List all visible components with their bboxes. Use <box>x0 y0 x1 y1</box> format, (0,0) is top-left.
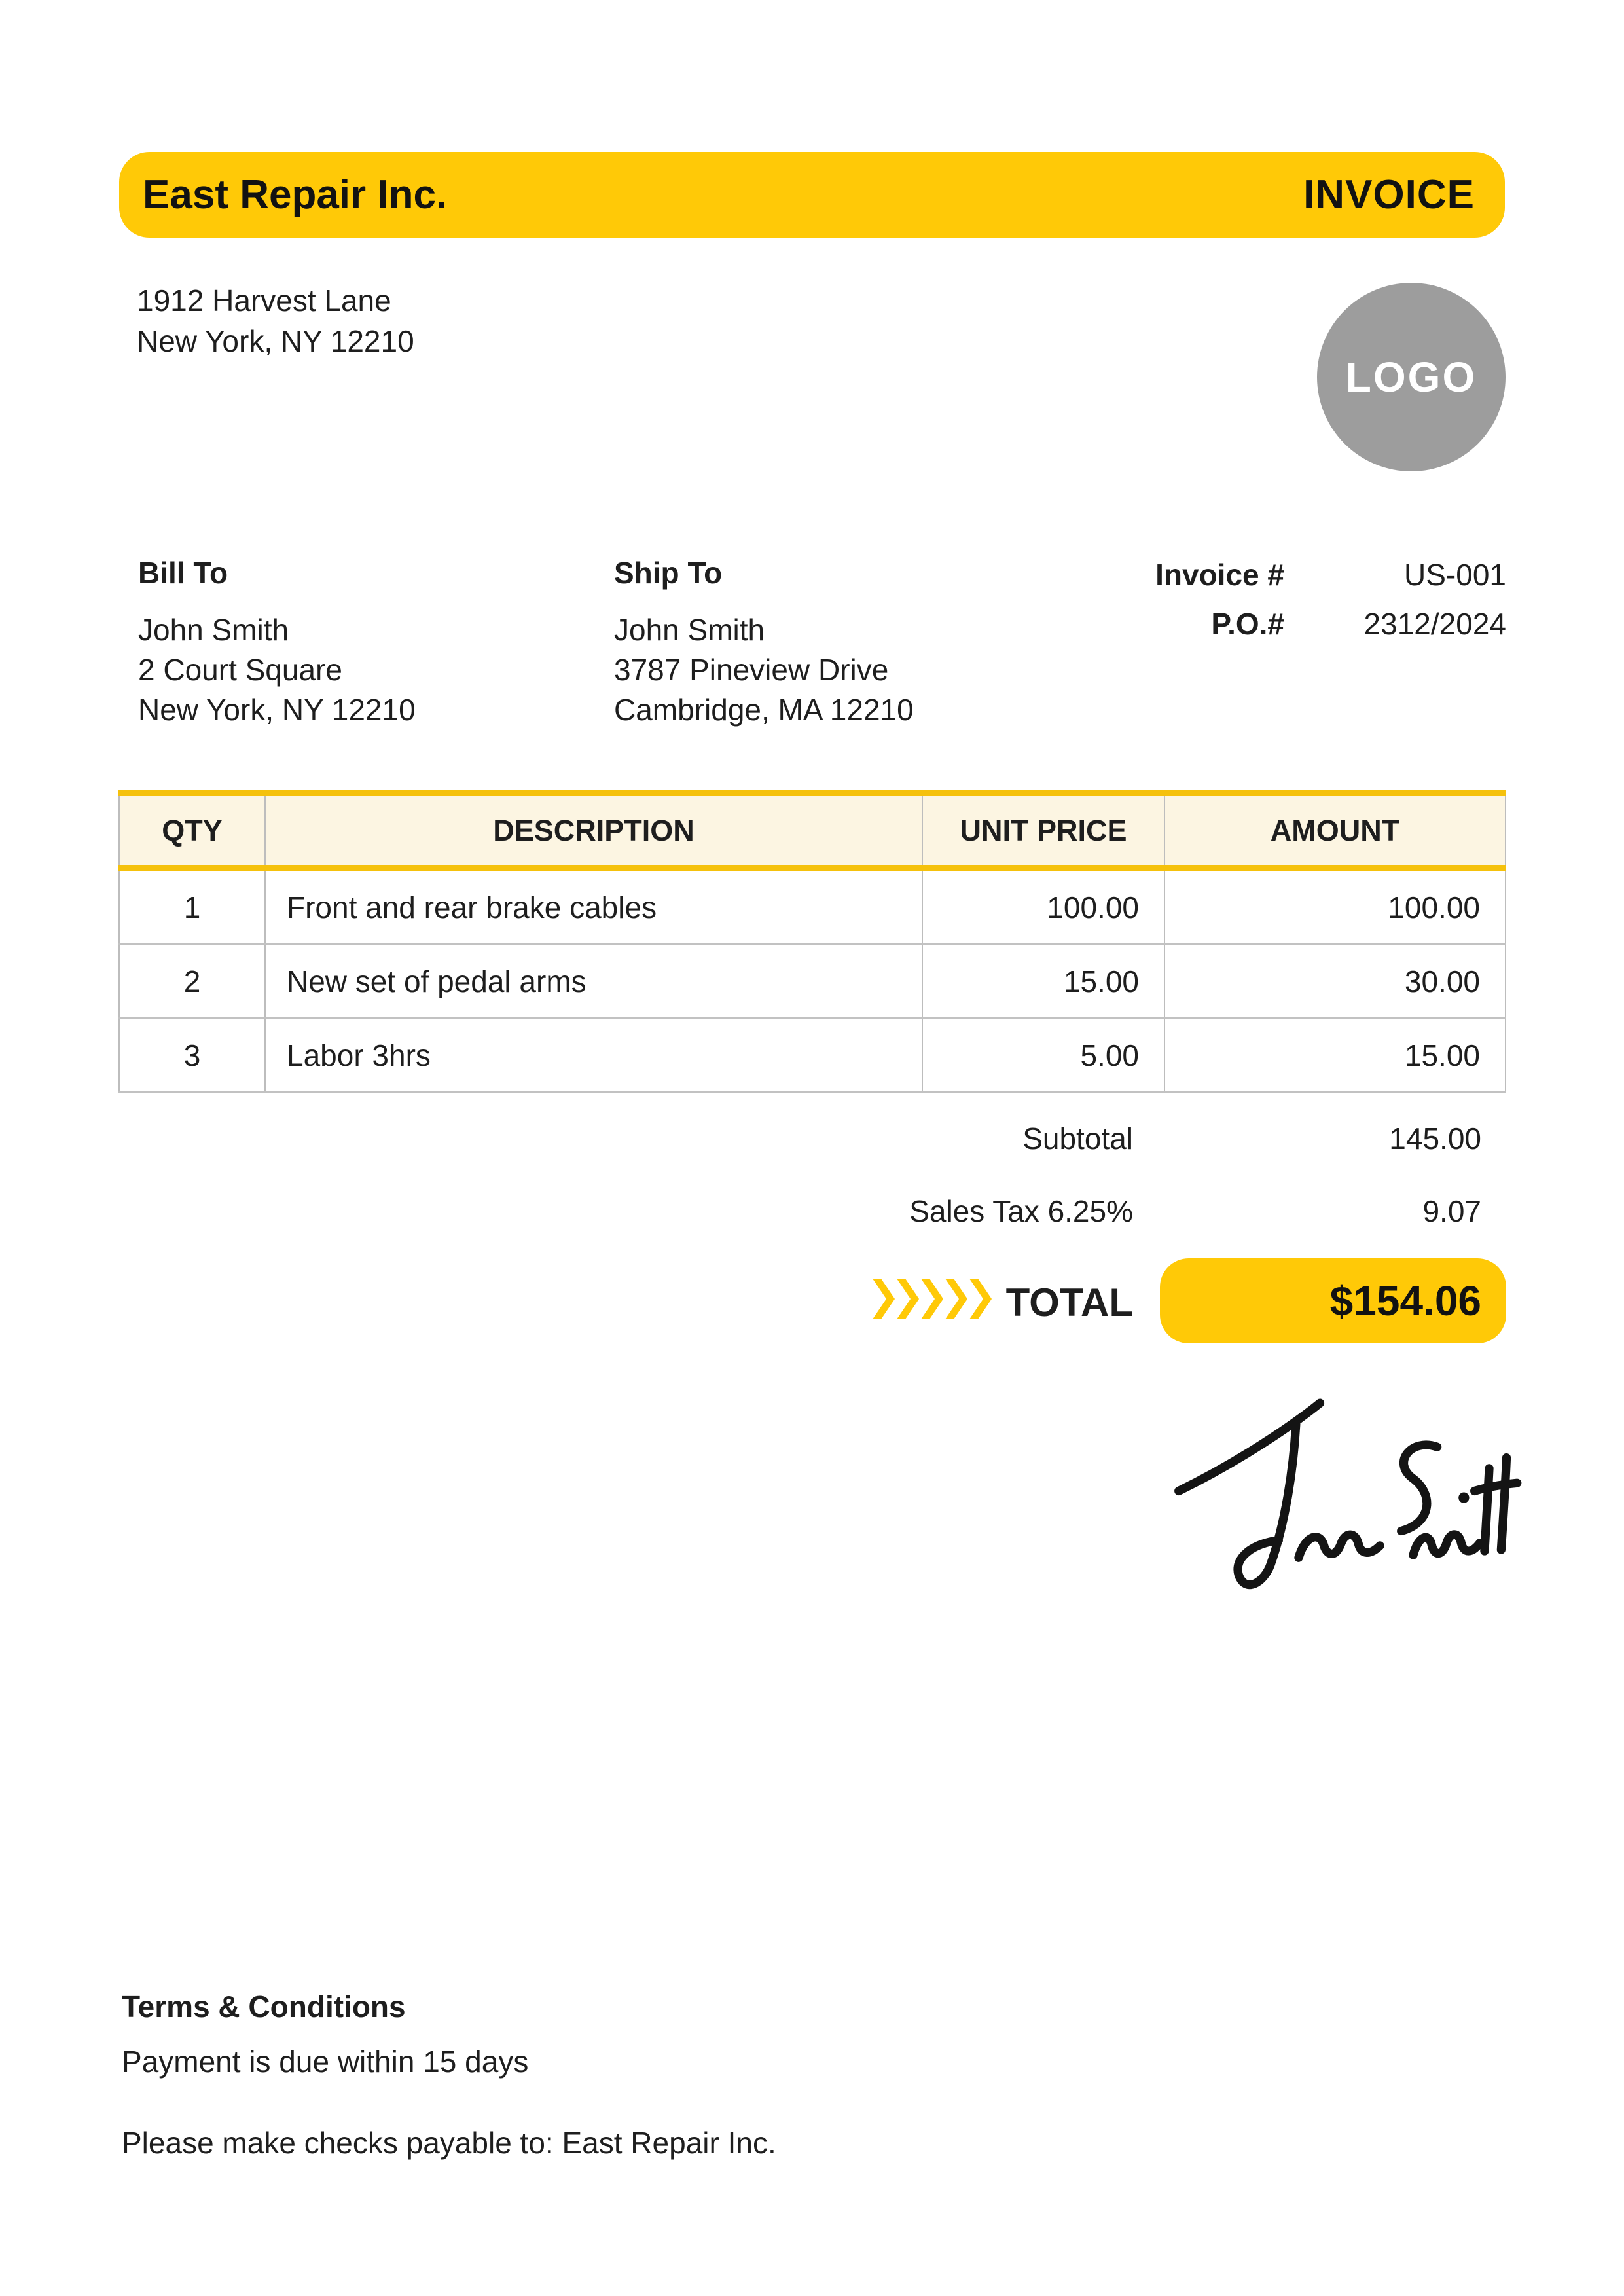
row-amount: 30.00 <box>1165 945 1506 1017</box>
table-row: 3 Labor 3hrs 5.00 15.00 <box>118 1019 1506 1093</box>
terms-line1: Payment is due within 15 days <box>122 2045 529 2079</box>
bill-to-city: New York, NY 12210 <box>138 693 416 727</box>
line-items-table: QTY DESCRIPTION UNIT PRICE AMOUNT 1 Fron… <box>118 790 1506 1093</box>
document-title: INVOICE <box>1303 172 1475 217</box>
ship-to-block: Ship To John Smith 3787 Pineview Drive C… <box>614 553 914 730</box>
company-address: 1912 Harvest Lane New York, NY 12210 <box>137 280 414 361</box>
logo-text: LOGO <box>1345 354 1477 401</box>
bill-to-name: John Smith <box>138 613 289 647</box>
total-chevrons-icon <box>873 1279 992 1319</box>
total-amount-pill: $154.06 <box>1160 1258 1506 1343</box>
header-banner: East Repair Inc. INVOICE <box>119 152 1505 238</box>
row-description: New set of pedal arms <box>266 945 923 1017</box>
company-address-line1: 1912 Harvest Lane <box>137 283 391 318</box>
bill-to-street: 2 Court Square <box>138 653 342 687</box>
column-header-amount: AMOUNT <box>1165 796 1506 865</box>
row-description: Front and rear brake cables <box>266 871 923 943</box>
table-header-row: QTY DESCRIPTION UNIT PRICE AMOUNT <box>118 790 1506 871</box>
ship-to-street: 3787 Pineview Drive <box>614 653 889 687</box>
terms-heading: Terms & Conditions <box>122 1990 406 2024</box>
invoice-number-label: Invoice # <box>1155 558 1284 592</box>
total-label: TOTAL <box>1005 1281 1133 1324</box>
subtotal-value: 145.00 <box>1389 1121 1481 1156</box>
logo-placeholder-icon: LOGO <box>1317 283 1506 471</box>
column-header-qty: QTY <box>118 796 266 865</box>
row-amount: 15.00 <box>1165 1019 1506 1091</box>
ship-to-name: John Smith <box>614 613 765 647</box>
table-row: 1 Front and rear brake cables 100.00 100… <box>118 871 1506 945</box>
row-unit-price: 15.00 <box>923 945 1165 1017</box>
sales-tax-value: 9.07 <box>1422 1194 1481 1228</box>
ship-to-label: Ship To <box>614 556 723 590</box>
column-header-unit-price: UNIT PRICE <box>923 796 1165 865</box>
row-description: Labor 3hrs <box>266 1019 923 1091</box>
po-number-label: P.O.# <box>1211 607 1284 641</box>
ship-to-city: Cambridge, MA 12210 <box>614 693 914 727</box>
company-name: East Repair Inc. <box>143 172 448 217</box>
company-address-line2: New York, NY 12210 <box>137 324 414 358</box>
row-qty: 3 <box>118 1019 266 1091</box>
row-qty: 1 <box>118 871 266 943</box>
row-unit-price: 5.00 <box>923 1019 1165 1091</box>
row-unit-price: 100.00 <box>923 871 1165 943</box>
po-number-value: 2312/2024 <box>1363 607 1506 641</box>
total-amount-value: $154.06 <box>1329 1277 1481 1324</box>
signature-image <box>1174 1398 1522 1590</box>
bill-to-block: Bill To John Smith 2 Court Square New Yo… <box>138 553 416 730</box>
invoice-number-value: US-001 <box>1404 558 1506 592</box>
bill-to-label: Bill To <box>138 556 228 590</box>
terms-line2: Please make checks payable to: East Repa… <box>122 2126 776 2160</box>
column-header-description: DESCRIPTION <box>266 796 923 865</box>
table-row: 2 New set of pedal arms 15.00 30.00 <box>118 945 1506 1019</box>
row-amount: 100.00 <box>1165 871 1506 943</box>
subtotal-label: Subtotal <box>1022 1121 1133 1156</box>
sales-tax-label: Sales Tax 6.25% <box>909 1194 1133 1228</box>
row-qty: 2 <box>118 945 266 1017</box>
